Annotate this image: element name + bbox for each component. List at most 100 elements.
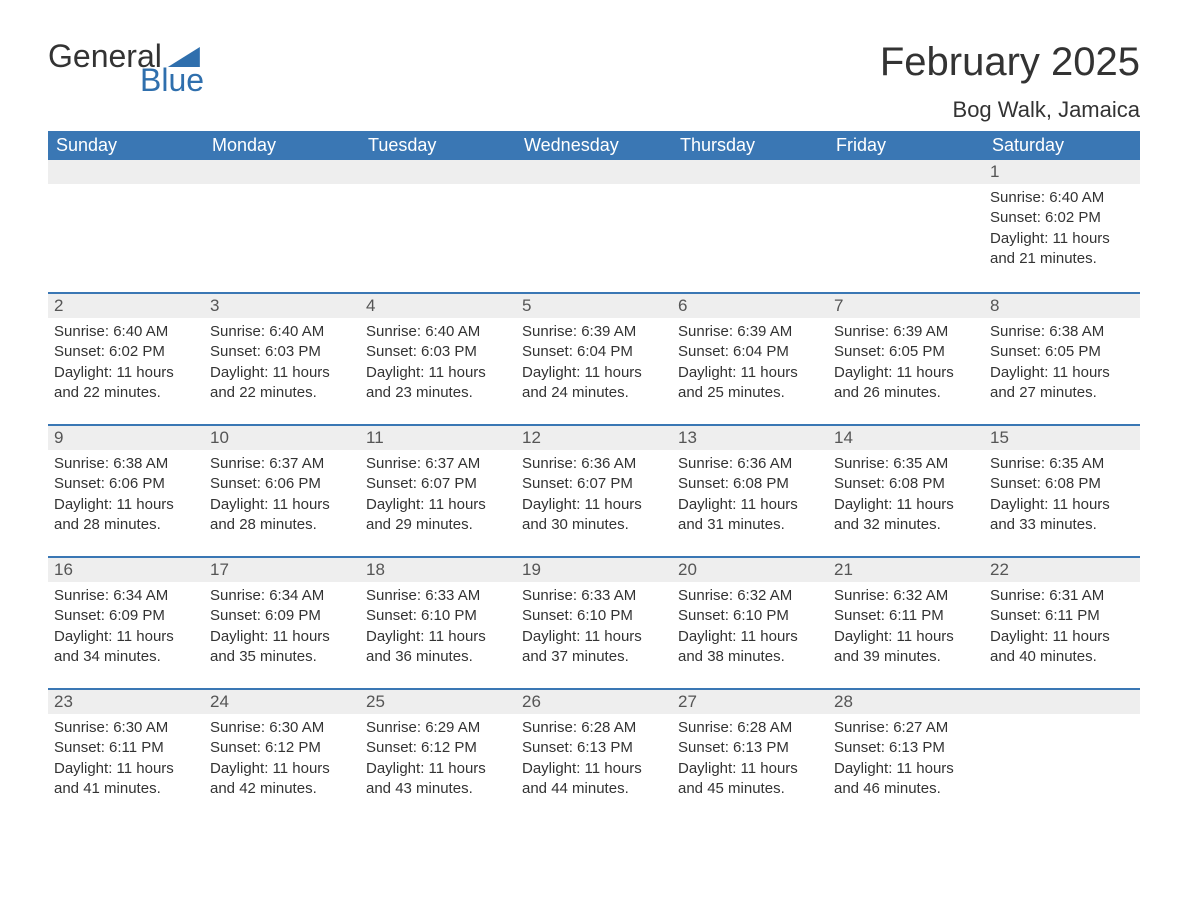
calendar-day-cell: [360, 160, 516, 292]
day-number: 22: [984, 556, 1140, 582]
sunset-text: Sunset: 6:11 PM: [990, 606, 1134, 626]
day-number: 21: [828, 556, 984, 582]
day-number: 7: [828, 292, 984, 318]
day-body: Sunrise: 6:39 AMSunset: 6:04 PMDaylight:…: [516, 318, 672, 407]
day-header-sunday: Sunday: [48, 131, 204, 160]
day-header-tuesday: Tuesday: [360, 131, 516, 160]
day-number: 20: [672, 556, 828, 582]
day-number: 26: [516, 688, 672, 714]
calendar-day-cell: 28Sunrise: 6:27 AMSunset: 6:13 PMDayligh…: [828, 688, 984, 820]
sunset-text: Sunset: 6:12 PM: [366, 738, 510, 758]
sail-icon: [168, 47, 200, 67]
calendar-week-row: 9Sunrise: 6:38 AMSunset: 6:06 PMDaylight…: [48, 424, 1140, 556]
sunrise-text: Sunrise: 6:34 AM: [54, 586, 198, 606]
daylight-text: Daylight: 11 hours and 37 minutes.: [522, 627, 666, 668]
day-number: 10: [204, 424, 360, 450]
calendar-week-row: 23 Sunrise: 6:30 AM Sunset: 6:11 PM Dayligh…: [48, 688, 1140, 820]
sunrise-text: Sunrise: 6:39 AM: [834, 322, 978, 342]
sunrise-text: Sunrise: 6:38 AM: [990, 322, 1134, 342]
sunrise-text: Sunrise: 6:40 AM: [210, 322, 354, 342]
day-number: 18: [360, 556, 516, 582]
day-body: [516, 184, 672, 192]
daylight-text: Daylight: 11 hours and 32 minutes.: [834, 495, 978, 536]
daylight-text: Daylight: 11 hours and 44 minutes.: [522, 759, 666, 800]
day-number: 11: [360, 424, 516, 450]
sunrise-text: Sunrise: 6:35 AM: [990, 454, 1134, 474]
daylight-text: Daylight: 11 hours and 38 minutes.: [678, 627, 822, 668]
calendar-day-cell: 18Sunrise: 6:33 AMSunset: 6:10 PMDayligh…: [360, 556, 516, 688]
sunset-text: Sunset: 6:11 PM: [54, 738, 198, 758]
calendar-day-cell: 2Sunrise: 6:40 AMSunset: 6:02 PMDaylight…: [48, 292, 204, 424]
day-body: [828, 184, 984, 192]
day-number: 5: [516, 292, 672, 318]
day-body: Sunrise: 6:29 AMSunset: 6:12 PMDaylight:…: [360, 714, 516, 803]
sunset-text: Sunset: 6:09 PM: [210, 606, 354, 626]
sunrise-text: Sunrise: 6:28 AM: [522, 718, 666, 738]
day-header-monday: Monday: [204, 131, 360, 160]
calendar-day-cell: [672, 160, 828, 292]
day-number: 15: [984, 424, 1140, 450]
sunrise-text: Sunrise: 6:39 AM: [678, 322, 822, 342]
day-number: 6: [672, 292, 828, 318]
sunrise-text: Sunrise: 6:27 AM: [834, 718, 978, 738]
day-number: 3: [204, 292, 360, 318]
calendar-day-cell: 19Sunrise: 6:33 AMSunset: 6:10 PMDayligh…: [516, 556, 672, 688]
day-number: 1: [984, 160, 1140, 184]
day-body: Sunrise: 6:40 AMSunset: 6:02 PMDaylight:…: [48, 318, 204, 407]
calendar-day-cell: 3Sunrise: 6:40 AMSunset: 6:03 PMDaylight…: [204, 292, 360, 424]
sunrise-text: Sunrise: 6:30 AM: [210, 718, 354, 738]
day-number: 23: [48, 688, 204, 714]
calendar-day-cell: 7Sunrise: 6:39 AMSunset: 6:05 PMDaylight…: [828, 292, 984, 424]
sunrise-text: Sunrise: 6:36 AM: [678, 454, 822, 474]
calendar-day-cell: 25Sunrise: 6:29 AMSunset: 6:12 PMDayligh…: [360, 688, 516, 820]
calendar-day-cell: 9Sunrise: 6:38 AMSunset: 6:06 PMDaylight…: [48, 424, 204, 556]
sunset-text: Sunset: 6:06 PM: [54, 474, 198, 494]
calendar-day-cell: 20Sunrise: 6:32 AMSunset: 6:10 PMDayligh…: [672, 556, 828, 688]
title-location: Bog Walk, Jamaica: [880, 97, 1140, 123]
daylight-text: Daylight: 11 hours and 39 minutes.: [834, 627, 978, 668]
sunrise-text: Sunrise: 6:29 AM: [366, 718, 510, 738]
daylight-text: Daylight: 11 hours and 45 minutes.: [678, 759, 822, 800]
sunrise-text: Sunrise: 6:35 AM: [834, 454, 978, 474]
calendar-week-row: 1Sunrise: 6:40 AMSunset: 6:02 PMDaylight…: [48, 160, 1140, 292]
day-body: Sunrise: 6:33 AMSunset: 6:10 PMDaylight:…: [516, 582, 672, 671]
daylight-text: Daylight: 11 hours and 27 minutes.: [990, 363, 1134, 404]
sunrise-text: Sunrise: 6:34 AM: [210, 586, 354, 606]
sunrise-text: Sunrise: 6:40 AM: [990, 188, 1134, 208]
day-number: [984, 688, 1140, 714]
day-body: Sunrise: 6:36 AMSunset: 6:08 PMDaylight:…: [672, 450, 828, 539]
sunrise-text: Sunrise: 6:40 AM: [54, 322, 198, 342]
sunrise-text: Sunrise: 6:32 AM: [678, 586, 822, 606]
calendar-day-cell: 10Sunrise: 6:37 AMSunset: 6:06 PMDayligh…: [204, 424, 360, 556]
daylight-text: Daylight: 11 hours and 43 minutes.: [366, 759, 510, 800]
sunset-text: Sunset: 6:06 PM: [210, 474, 354, 494]
calendar-day-cell: [48, 160, 204, 292]
sunset-text: Sunset: 6:09 PM: [54, 606, 198, 626]
sunset-text: Sunset: 6:02 PM: [54, 342, 198, 362]
daylight-text: Daylight: 11 hours and 25 minutes.: [678, 363, 822, 404]
day-body: Sunrise: 6:28 AMSunset: 6:13 PMDaylight:…: [516, 714, 672, 803]
day-header-wednesday: Wednesday: [516, 131, 672, 160]
day-header-friday: Friday: [828, 131, 984, 160]
day-body: Sunrise: 6:40 AMSunset: 6:03 PMDaylight:…: [360, 318, 516, 407]
calendar-day-cell: 11Sunrise: 6:37 AMSunset: 6:07 PMDayligh…: [360, 424, 516, 556]
day-body: Sunrise: 6:39 AMSunset: 6:05 PMDaylight:…: [828, 318, 984, 407]
sunset-text: Sunset: 6:11 PM: [834, 606, 978, 626]
day-body: Sunrise: 6:38 AMSunset: 6:05 PMDaylight:…: [984, 318, 1140, 407]
daylight-text: Daylight: 11 hours and 28 minutes.: [210, 495, 354, 536]
sunset-text: Sunset: 6:08 PM: [990, 474, 1134, 494]
calendar-day-cell: 26Sunrise: 6:28 AMSunset: 6:13 PMDayligh…: [516, 688, 672, 820]
calendar-day-cell: 23Sunrise: 6:30 AMSunset: 6:11 PMDayligh…: [48, 688, 204, 820]
daylight-text: Daylight: 11 hours and 21 minutes.: [990, 229, 1134, 270]
calendar-day-cell: [204, 160, 360, 292]
sunset-text: Sunset: 6:07 PM: [366, 474, 510, 494]
day-number: 9: [48, 424, 204, 450]
day-body: [360, 184, 516, 192]
calendar-day-cell: 12Sunrise: 6:36 AMSunset: 6:07 PMDayligh…: [516, 424, 672, 556]
sunrise-text: Sunrise: 6:38 AM: [54, 454, 198, 474]
day-body: Sunrise: 6:27 AMSunset: 6:13 PMDaylight:…: [828, 714, 984, 803]
day-body: Sunrise: 6:28 AMSunset: 6:13 PMDaylight:…: [672, 714, 828, 803]
daylight-text: Daylight: 11 hours and 24 minutes.: [522, 363, 666, 404]
day-number: 14: [828, 424, 984, 450]
sunset-text: Sunset: 6:03 PM: [366, 342, 510, 362]
